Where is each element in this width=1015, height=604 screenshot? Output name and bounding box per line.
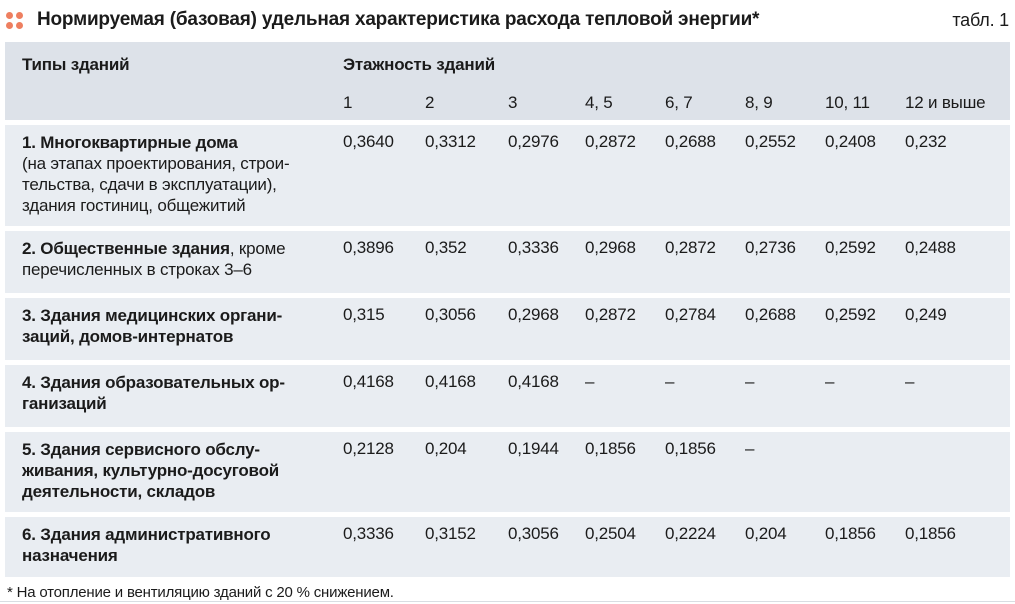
value-cell: 0,2688 bbox=[665, 132, 716, 151]
footnote: * На отопление и вентиляцию зданий с 20 … bbox=[7, 584, 394, 601]
value-cell bbox=[825, 432, 905, 512]
page-title: Нормируемая (базовая) удельная характери… bbox=[37, 9, 760, 30]
row-label-bold: 2. Общественные здания bbox=[22, 239, 230, 258]
value-cell bbox=[905, 432, 1010, 512]
table-row: 6. Здания административного назначения 0… bbox=[5, 517, 1010, 577]
value-cell: 0,1856 bbox=[585, 439, 636, 458]
col-header-floors-12plus: 12 и выше bbox=[905, 93, 986, 112]
col-header-floors-8-9: 8, 9 bbox=[745, 93, 773, 112]
data-table: Типы зданий Этажность зданий 1 2 3 4, 5 … bbox=[5, 42, 1010, 577]
value-cell: 0,2968 bbox=[585, 238, 636, 257]
value-cell: – bbox=[905, 372, 915, 391]
value-cell: 0,315 bbox=[343, 305, 385, 324]
col-header-floors-6-7: 6, 7 bbox=[665, 93, 693, 112]
value-cell: 0,3336 bbox=[508, 238, 559, 257]
row-label: 4. Здания образовательных ор- ганизаций bbox=[5, 365, 343, 427]
value-cell: 0,2408 bbox=[825, 132, 876, 151]
value-cell: 0,1856 bbox=[825, 524, 876, 543]
row-label-bold: 5. Здания сервисного обслу- живания, кул… bbox=[22, 440, 280, 501]
row-label-normal: (на этапах проектирования, строи- тельст… bbox=[22, 154, 290, 215]
value-cell: 0,232 bbox=[905, 132, 947, 151]
col-header-floors-3: 3 bbox=[508, 93, 518, 112]
value-cell: 0,2488 bbox=[905, 238, 956, 257]
row-label: 5. Здания сервисного обслу- живания, кул… bbox=[5, 432, 343, 512]
value-cell: 0,2872 bbox=[665, 238, 716, 257]
col-header-floors-10-11: 10, 11 bbox=[825, 93, 870, 112]
value-cell: 0,2504 bbox=[585, 524, 636, 543]
value-cell: 0,3336 bbox=[343, 524, 394, 543]
value-cell: – bbox=[825, 372, 835, 391]
value-cell: 0,2552 bbox=[745, 132, 796, 151]
table-number-label: табл. 1 bbox=[952, 10, 1009, 30]
value-cell: 0,4168 bbox=[425, 372, 476, 391]
value-cell: 0,2968 bbox=[508, 305, 559, 324]
col-header-floors-2: 2 bbox=[425, 93, 435, 112]
value-cell: 0,3640 bbox=[343, 132, 394, 151]
value-cell: – bbox=[745, 372, 755, 391]
value-cell: 0,3056 bbox=[425, 305, 476, 324]
table-row: 5. Здания сервисного обслу- живания, кул… bbox=[5, 432, 1010, 512]
value-cell: 0,2872 bbox=[585, 305, 636, 324]
value-cell: 0,2688 bbox=[745, 305, 796, 324]
value-cell: 0,204 bbox=[425, 439, 467, 458]
value-cell: 0,1944 bbox=[508, 439, 559, 458]
row-label: 1. Многоквартирные дома (на этапах проек… bbox=[5, 125, 343, 226]
row-label-bold: 4. Здания образовательных ор- ганизаций bbox=[22, 373, 285, 413]
value-cell: 0,2592 bbox=[825, 305, 876, 324]
value-cell: 0,3056 bbox=[508, 524, 559, 543]
table-row: 4. Здания образовательных ор- ганизаций … bbox=[5, 365, 1010, 427]
value-cell: – bbox=[585, 372, 595, 391]
table-header: Типы зданий Этажность зданий 1 2 3 4, 5 … bbox=[5, 42, 1010, 120]
row-label-bold: 3. Здания медицинских органи- заций, дом… bbox=[22, 306, 283, 346]
value-cell: 0,3896 bbox=[343, 238, 394, 257]
four-dots-icon bbox=[6, 12, 23, 29]
value-cell: 0,2224 bbox=[665, 524, 716, 543]
table-row: 3. Здания медицинских органи- заций, дом… bbox=[5, 298, 1010, 360]
row-label: 2. Общественные здания, кроме перечислен… bbox=[5, 231, 343, 293]
value-cell: 0,352 bbox=[425, 238, 467, 257]
value-cell: – bbox=[665, 372, 675, 391]
col-header-floors-group: Этажность зданий bbox=[343, 55, 495, 74]
header-spacer bbox=[5, 90, 343, 120]
bottom-divider bbox=[0, 601, 1015, 602]
col-header-building-types: Типы зданий bbox=[22, 55, 130, 74]
value-cell: 0,2872 bbox=[585, 132, 636, 151]
value-cell: 0,4168 bbox=[508, 372, 559, 391]
value-cell: 0,2128 bbox=[343, 439, 394, 458]
value-cell: 0,4168 bbox=[343, 372, 394, 391]
value-cell: 0,3312 bbox=[425, 132, 476, 151]
value-cell: 0,204 bbox=[745, 524, 787, 543]
value-cell: 0,1856 bbox=[905, 524, 956, 543]
value-cell: 0,249 bbox=[905, 305, 947, 324]
title-bar: Нормируемая (базовая) удельная характери… bbox=[0, 0, 1015, 42]
value-cell: 0,2736 bbox=[745, 238, 796, 257]
table-row: 1. Многоквартирные дома (на этапах проек… bbox=[5, 125, 1010, 226]
table-row: 2. Общественные здания, кроме перечислен… bbox=[5, 231, 1010, 293]
value-cell: 0,2592 bbox=[825, 238, 876, 257]
row-label-bold: 1. Многоквартирные дома bbox=[22, 133, 238, 152]
value-cell: – bbox=[745, 439, 755, 458]
row-label-normal: , кроме перечисленных в строках 3–6 bbox=[22, 239, 286, 279]
value-cell: 0,2976 bbox=[508, 132, 559, 151]
col-header-floors-1: 1 bbox=[343, 93, 353, 112]
row-label: 6. Здания административного назначения bbox=[5, 517, 343, 577]
row-label-bold: 6. Здания административного назначения bbox=[22, 525, 271, 565]
value-cell: 0,2784 bbox=[665, 305, 716, 324]
row-label: 3. Здания медицинских органи- заций, дом… bbox=[5, 298, 343, 360]
value-cell: 0,3152 bbox=[425, 524, 476, 543]
value-cell: 0,1856 bbox=[665, 439, 716, 458]
col-header-floors-4-5: 4, 5 bbox=[585, 93, 613, 112]
